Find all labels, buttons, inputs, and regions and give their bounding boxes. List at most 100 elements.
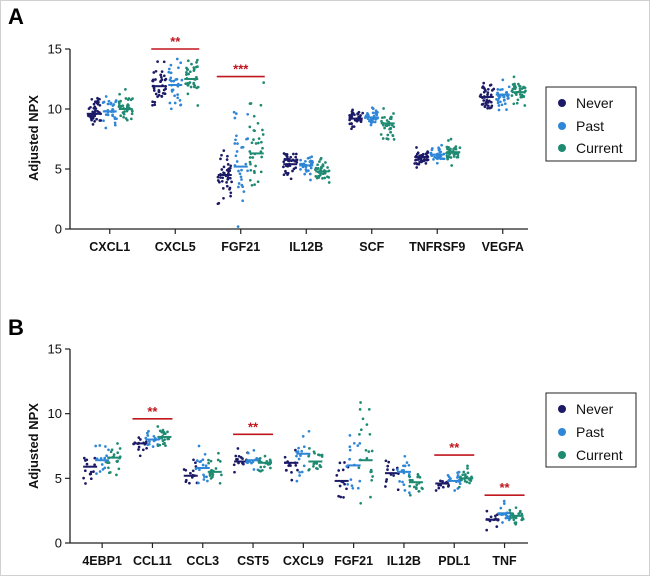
data-point — [112, 453, 116, 456]
data-point — [241, 185, 245, 189]
data-point — [156, 60, 159, 63]
data-point — [94, 107, 98, 110]
data-point — [114, 99, 118, 102]
data-point — [248, 102, 252, 105]
legend-a-past-marker — [558, 122, 566, 130]
data-point — [269, 466, 272, 470]
data-point — [453, 489, 457, 492]
data-point — [179, 103, 182, 107]
data-point — [286, 173, 289, 176]
data-point — [482, 102, 485, 106]
data-point — [153, 100, 157, 104]
data-point — [125, 109, 129, 113]
data-point — [420, 159, 424, 163]
data-point — [154, 69, 158, 73]
data-point — [486, 106, 489, 110]
data-point — [358, 442, 362, 445]
data-point — [501, 78, 505, 82]
data-point — [421, 153, 425, 157]
data-point — [285, 155, 289, 159]
data-point — [248, 178, 252, 182]
data-point — [376, 111, 379, 114]
data-point — [106, 102, 110, 106]
data-point — [113, 123, 117, 127]
data-point — [408, 491, 411, 495]
data-point — [321, 172, 325, 176]
x-tick-label: TNFRSF9 — [409, 240, 465, 254]
data-point — [196, 85, 200, 89]
data-point — [463, 473, 467, 477]
data-point — [163, 78, 167, 82]
data-point — [490, 89, 494, 92]
data-point — [228, 186, 232, 190]
data-point — [514, 521, 518, 524]
data-point — [497, 104, 501, 107]
data-point — [361, 111, 365, 115]
data-point — [261, 133, 265, 136]
data-point — [251, 156, 255, 159]
data-point — [234, 154, 238, 158]
data-point — [107, 448, 110, 452]
data-point — [415, 483, 419, 487]
data-point — [456, 473, 460, 477]
significance-label: ** — [147, 404, 158, 419]
data-point — [116, 442, 119, 445]
data-point — [294, 152, 298, 156]
data-point — [191, 469, 195, 473]
data-point — [259, 465, 263, 469]
data-point — [515, 101, 519, 105]
data-point — [485, 103, 488, 106]
data-point — [319, 157, 322, 161]
data-point — [226, 178, 230, 181]
data-point — [447, 139, 450, 142]
data-point — [269, 459, 272, 463]
data-point — [201, 458, 205, 462]
data-point — [290, 159, 293, 163]
data-point — [161, 428, 165, 432]
data-point — [364, 448, 368, 452]
data-point — [447, 484, 451, 487]
legend-a-current-label: Current — [576, 140, 623, 156]
data-point — [512, 75, 516, 79]
data-point — [129, 117, 133, 121]
data-point — [220, 179, 224, 183]
data-point — [370, 449, 374, 453]
data-point — [342, 496, 345, 499]
data-point — [119, 114, 123, 118]
data-point — [160, 70, 164, 73]
x-tick-label: TNF — [492, 554, 517, 568]
data-point — [350, 484, 354, 488]
data-point — [308, 447, 311, 450]
data-point — [113, 121, 117, 125]
data-point — [482, 99, 486, 102]
data-point — [361, 417, 365, 421]
data-point — [308, 467, 311, 471]
data-point — [216, 175, 220, 179]
data-point — [248, 156, 252, 159]
data-point — [209, 477, 213, 480]
data-point — [195, 459, 199, 462]
data-point — [214, 467, 218, 470]
data-point — [430, 147, 434, 150]
data-point — [160, 94, 164, 98]
data-point — [481, 86, 484, 89]
data-point — [501, 88, 504, 91]
data-point — [186, 68, 190, 71]
data-point — [380, 116, 384, 120]
data-point — [506, 97, 510, 100]
data-point — [298, 470, 301, 474]
data-point — [294, 166, 298, 170]
data-point — [152, 86, 156, 90]
data-point — [252, 129, 256, 132]
data-point — [237, 454, 241, 458]
data-point — [290, 478, 294, 482]
data-point — [298, 474, 301, 477]
data-point — [458, 482, 462, 485]
data-point — [487, 99, 491, 103]
data-point — [124, 97, 128, 100]
data-point — [157, 88, 161, 92]
data-point — [124, 88, 127, 91]
data-point — [229, 191, 233, 195]
y-tick-label: 5 — [55, 471, 62, 486]
legend-a-never-marker — [558, 99, 566, 107]
